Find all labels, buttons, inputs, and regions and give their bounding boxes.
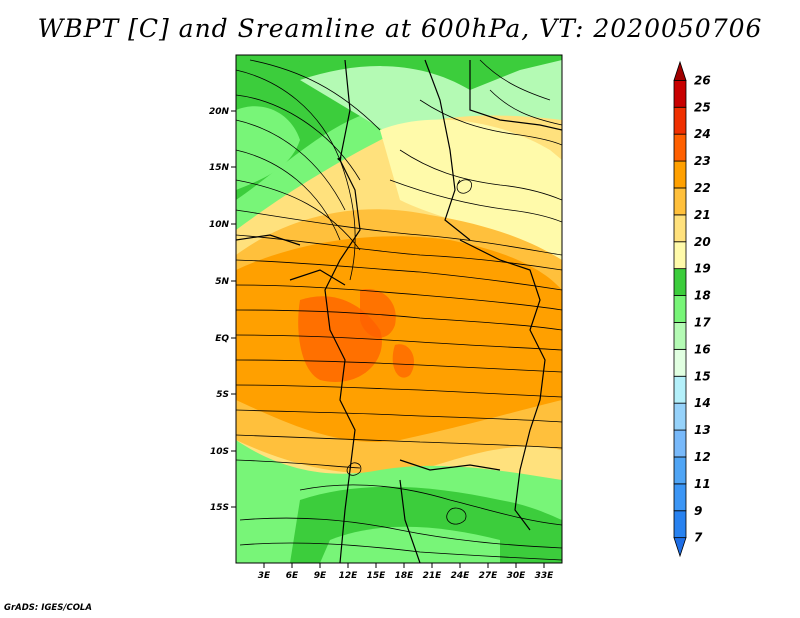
streamlines [236,59,562,561]
lon-tick-marks [263,563,545,568]
colorbar-label: 14 [694,396,711,410]
colorbar-swatch [673,106,687,135]
lat-label: 10N [209,220,230,230]
lon-label: 15E [367,571,387,581]
colorbar-swatch [673,133,687,162]
colorbar-label: 24 [694,127,711,141]
colorbar-swatch [673,160,687,189]
lon-label: 21E [423,571,443,581]
colorbar-swatch [673,510,687,539]
lon-label: 18E [395,571,415,581]
colorbar-label: 17 [694,315,711,329]
lat-label: 5N [215,277,229,287]
lat-label: 15S [210,503,229,513]
lat-label: 5S [216,390,229,400]
colorbar-swatch [673,322,687,350]
lon-label: 33E [535,571,555,581]
lon-label: 3E [258,571,271,581]
colorbar-label: 12 [694,450,711,464]
colorbar-upper-triangle [673,60,687,81]
colorbar-label: 16 [694,342,711,356]
colorbar-label: 18 [694,289,711,303]
colorbar-label: 15 [694,369,711,383]
lat-label: 20N [209,107,230,117]
colorbar-swatch [673,268,687,296]
colorbar-swatch [673,402,687,431]
country-borders [236,59,562,563]
lon-label: 12E [339,571,359,581]
colorbar-swatch [673,241,687,270]
lon-label: 9E [314,571,327,581]
colorbar-swatch [673,429,687,458]
wbpt-shaded-field [236,55,562,563]
lon-label: 27E [479,571,499,581]
colorbar-lower-triangle [673,537,687,558]
colorbar-label: 9 [694,504,702,518]
lat-label: 10S [210,447,229,457]
colorbar-label: 21 [694,208,711,222]
colorbar-label: 26 [694,73,711,87]
lon-label: 30E [507,571,527,581]
colorbar-label: 13 [694,423,711,437]
lat-label: 15N [209,163,230,173]
colorbar: 7 9 11 12 13 14 15 16 17 18 19 20 21 22 23 24 25 26 [673,60,711,558]
colorbar-swatch [673,295,687,323]
colorbar-swatch [673,79,687,108]
lon-labels: 3E 6E 9E 12E 15E 18E 21E 24E 27E 30E 33E [258,571,554,581]
colorbar-label: 7 [694,531,703,545]
lon-label: 24E [451,571,471,581]
colorbar-label: 19 [694,262,711,276]
lat-labels: 20N 15N 10N 5N EQ 5S 10S 15S [209,107,230,513]
colorbar-swatch [673,348,687,377]
lat-tick-marks [231,110,236,508]
colorbar-label: 25 [694,100,711,114]
colorbar-swatch [673,456,687,485]
colorbar-swatch [673,187,687,216]
colorbar-label: 11 [694,477,711,491]
colorbar-swatch [673,375,687,404]
lat-label: EQ [215,334,229,344]
colorbar-label: 23 [694,154,711,168]
map-frame [235,54,563,564]
colorbar-swatch [673,483,687,512]
chart-title: WBPT [C] and Sreamline at 600hPa, VT: 20… [37,14,763,43]
colorbar-label: 22 [694,181,711,195]
footer-credit: GrADS: IGES/COLA [4,603,92,613]
colorbar-swatch [673,214,687,243]
colorbar-label: 20 [694,235,711,249]
lon-label: 6E [286,571,299,581]
